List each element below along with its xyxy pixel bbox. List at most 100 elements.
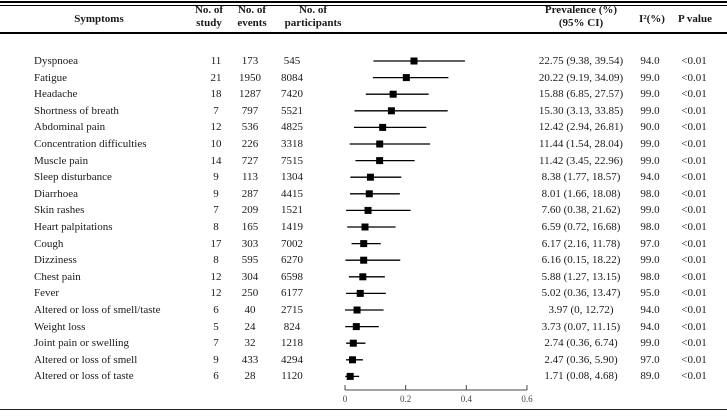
column-header-no-of-events: No. of events	[228, 4, 276, 30]
no-of-study-value: 7	[213, 104, 219, 117]
i-squared-value: 99.0	[640, 254, 660, 267]
i-squared-value: 99.0	[640, 138, 660, 150]
prevalence-ci-value: 12.42 (2.94, 26.81)	[538, 121, 624, 134]
prevalence-ci-value: 15.88 (6.85, 27.57)	[538, 88, 624, 101]
no-of-participants-value: 2715	[281, 304, 303, 316]
table-row: Concentration difficulties 10 226 3318 11.44…	[0, 136, 727, 152]
table-row: Weight loss 5 24 824 3.73 (0.07, 11.15) 94.0 <…	[0, 319, 727, 335]
header-study-line2: study	[196, 17, 222, 29]
p-value: <0.01	[681, 55, 707, 67]
no-of-participants-value: 7420	[281, 88, 303, 101]
no-of-participants-value: 1120	[281, 370, 303, 383]
prevalence-ci-value: 6.16 (0.15, 18.22)	[541, 254, 621, 267]
no-of-study-value: 17	[210, 237, 222, 250]
axis-tick-label: 0	[343, 394, 348, 404]
symptom-label: Muscle pain	[34, 154, 89, 167]
symptom-label: Concentration difficulties	[34, 138, 147, 150]
no-of-events-value: 304	[241, 270, 259, 283]
no-of-study-value: 9	[213, 353, 219, 366]
symptom-label: Heart palpitations	[34, 221, 113, 233]
i-squared-value: 94.0	[640, 55, 660, 67]
p-value: <0.01	[681, 337, 707, 350]
symptom-label: Shortness of breath	[34, 104, 119, 117]
p-value: <0.01	[681, 237, 707, 250]
p-value: <0.01	[681, 104, 707, 117]
no-of-events-value: 433	[241, 353, 259, 366]
table-row: Altered or loss of smell/taste 6 40 2715 3.9…	[0, 302, 727, 318]
no-of-events-value: 303	[241, 237, 259, 250]
no-of-events-value: 32	[244, 337, 256, 350]
prevalence-ci-value: 11.44 (1.54, 28.04)	[539, 138, 623, 150]
no-of-events-value: 209	[241, 204, 259, 217]
prevalence-ci-value: 3.97 (0, 12.72)	[548, 304, 614, 316]
table-row: Altered or loss of taste 6 28 1120 1.71 (0.0…	[0, 368, 727, 384]
no-of-participants-value: 3318	[281, 138, 303, 150]
i-squared-value: 99.0	[640, 337, 660, 350]
no-of-participants-value: 1419	[281, 221, 303, 233]
prevalence-ci-value: 3.73 (0.07, 11.15)	[541, 320, 621, 333]
no-of-events-value: 40	[244, 304, 256, 316]
table-row: Dyspnoea 11 173 545 22.75 (9.38, 39.54) 94.0 <…	[0, 53, 727, 69]
i-squared-value: 98.0	[640, 270, 660, 283]
no-of-study-value: 9	[213, 171, 219, 184]
prevalence-ci-value: 8.01 (1.66, 18.08)	[541, 187, 621, 200]
table-row: Headache 18 1287 7420 15.88 (6.85, 27.57) 99.…	[0, 86, 727, 102]
no-of-study-value: 6	[213, 304, 219, 316]
i-squared-value: 97.0	[640, 237, 660, 250]
p-value: <0.01	[681, 204, 707, 217]
i-squared-value: 94.0	[640, 320, 660, 333]
no-of-study-value: 12	[210, 121, 222, 134]
header-study-line1: No. of	[194, 4, 224, 16]
no-of-participants-value: 4415	[281, 187, 303, 200]
axis-tick-label: 0.6	[521, 394, 533, 404]
symptom-label: Altered or loss of smell	[34, 353, 138, 366]
no-of-events-value: 113	[241, 171, 259, 184]
i-squared-value: 99.0	[640, 88, 660, 101]
table-row: Fatigue 21 1950 8084 20.22 (9.19, 34.09) 99.0…	[0, 70, 727, 86]
bottom-rule	[0, 409, 727, 410]
i-squared-value: 89.0	[640, 370, 660, 383]
no-of-participants-value: 4294	[281, 353, 303, 366]
no-of-study-value: 6	[213, 370, 219, 383]
no-of-events-value: 24	[244, 320, 256, 333]
table-row: Sleep disturbance 9 113 1304 8.38 (1.77, 18.…	[0, 169, 727, 185]
table-row: Chest pain 12 304 6598 5.88 (1.27, 13.15) 98.…	[0, 269, 727, 285]
prevalence-ci-value: 2.74 (0.36, 6.74)	[544, 337, 618, 350]
prevalence-ci-value: 15.30 (3.13, 33.85)	[538, 104, 624, 117]
no-of-participants-value: 4825	[281, 121, 303, 134]
no-of-events-value: 1950	[239, 71, 261, 84]
prevalence-ci-value: 7.60 (0.38, 21.62)	[541, 204, 621, 217]
p-value: <0.01	[681, 287, 707, 300]
p-value: <0.01	[681, 171, 707, 184]
no-of-participants-value: 8084	[281, 71, 303, 84]
symptom-label: Headache	[34, 88, 78, 101]
no-of-events-value: 226	[241, 138, 259, 150]
p-value: <0.01	[681, 270, 707, 283]
i-squared-value: 97.0	[640, 353, 660, 366]
no-of-participants-value: 1218	[281, 337, 303, 350]
no-of-study-value: 9	[213, 187, 219, 200]
column-header-no-of-study: No. of study	[189, 4, 229, 30]
i-squared-value: 99.0	[640, 71, 660, 84]
symptom-label: Fatigue	[34, 71, 67, 84]
no-of-study-value: 5	[213, 320, 219, 333]
no-of-events-value: 287	[241, 187, 259, 200]
prevalence-ci-value: 5.02 (0.36, 13.47)	[541, 287, 621, 300]
top-rule-thin	[0, 5, 727, 6]
prevalence-ci-value: 1.71 (0.08, 4.68)	[544, 370, 618, 383]
i-squared-value: 90.0	[640, 121, 660, 134]
no-of-participants-value: 1304	[281, 171, 303, 184]
no-of-study-value: 8	[213, 221, 219, 233]
table-row: Shortness of breath 7 797 5521 15.30 (3.13, …	[0, 103, 727, 119]
p-value: <0.01	[681, 154, 707, 167]
no-of-study-value: 7	[213, 204, 219, 217]
no-of-events-value: 250	[241, 287, 259, 300]
header-events-line1: No. of	[237, 4, 267, 16]
p-value: <0.01	[681, 370, 707, 383]
column-header-no-of-participants: No. of participants	[279, 4, 347, 30]
no-of-study-value: 12	[210, 270, 222, 283]
symptom-label: Diarrhoea	[34, 187, 78, 200]
no-of-participants-value: 1521	[281, 204, 303, 217]
p-value: <0.01	[681, 254, 707, 267]
